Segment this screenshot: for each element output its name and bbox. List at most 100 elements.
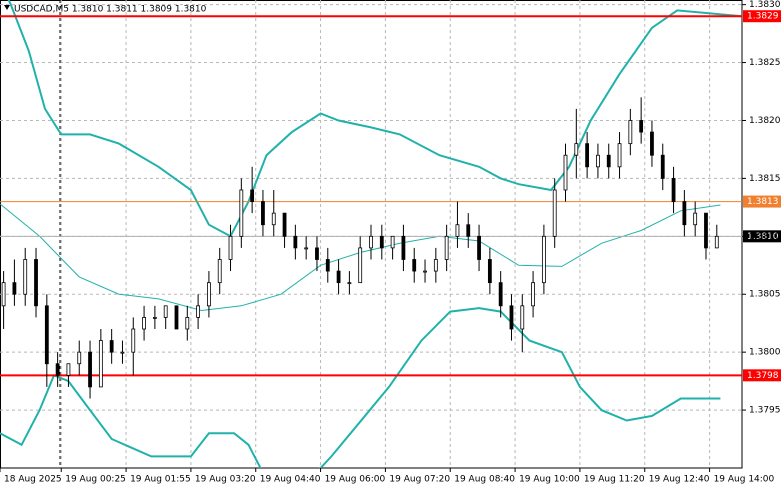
candle-body xyxy=(55,363,60,376)
candle-body xyxy=(163,305,168,318)
x-tick-label: 19 Aug 10:00 xyxy=(519,475,580,485)
candle-body xyxy=(282,212,287,237)
candle-body xyxy=(109,340,114,353)
candle-body xyxy=(271,212,276,226)
candle-body xyxy=(509,305,514,330)
x-tick-label: 19 Aug 00:25 xyxy=(65,475,126,485)
candle-body xyxy=(336,270,341,284)
candle-body xyxy=(477,235,481,260)
level-label: 1.3810 xyxy=(747,232,779,242)
candle-body xyxy=(466,224,471,237)
candle-body xyxy=(239,189,244,237)
candle-body xyxy=(44,305,49,365)
candle-body xyxy=(552,189,557,237)
levels: 1.3829 1.3813 1.3798 1.3810 xyxy=(0,10,781,382)
candle-body xyxy=(650,131,654,156)
candle-body xyxy=(390,235,395,249)
candle-body xyxy=(379,235,384,249)
candle-body xyxy=(131,328,136,353)
level-label-bg xyxy=(743,10,781,23)
candle-body xyxy=(455,224,460,237)
x-tick-label: 19 Aug 04:40 xyxy=(260,475,321,485)
candle-body xyxy=(77,351,82,365)
candle-body xyxy=(596,154,600,168)
level-label: 1.3798 xyxy=(747,371,779,381)
candle-body xyxy=(315,247,319,260)
candle-body xyxy=(639,120,644,133)
candle-body xyxy=(358,247,363,284)
candle-body xyxy=(217,259,222,284)
candle-body xyxy=(34,259,38,307)
candle-body xyxy=(185,317,190,330)
candle-body xyxy=(23,259,28,295)
candle-body xyxy=(174,305,179,330)
x-tick-label: 19 Aug 06:00 xyxy=(325,475,386,485)
y-tick-label: 1.3825 xyxy=(749,58,781,68)
candle-body xyxy=(412,259,417,272)
candle-body xyxy=(606,154,611,168)
y-tick-label: 1.3830 xyxy=(749,0,781,10)
candle-body xyxy=(152,317,157,319)
candle-body xyxy=(88,351,92,388)
level-label-bg xyxy=(743,369,781,382)
candle-body xyxy=(704,212,708,249)
candle-body xyxy=(541,235,546,284)
candle-body xyxy=(585,143,590,168)
candle-body xyxy=(401,235,406,260)
candle-body xyxy=(693,212,698,226)
candle-body xyxy=(444,235,449,260)
y-tick-label: 1.3810 xyxy=(749,232,781,242)
grid xyxy=(0,0,742,468)
x-tick-label: 19 Aug 07:20 xyxy=(389,475,450,485)
level-label: 1.3829 xyxy=(747,12,779,22)
x-tick-label: 18 Aug 2025 xyxy=(4,475,62,485)
candle-body xyxy=(682,201,687,226)
candle-body xyxy=(261,201,265,226)
level-label-bg xyxy=(743,195,781,208)
candle-body xyxy=(423,270,427,273)
band-line xyxy=(0,307,721,468)
candle-body xyxy=(563,154,568,191)
candle-body xyxy=(196,305,201,318)
candle-body xyxy=(304,247,309,250)
candle-body xyxy=(487,259,492,284)
x-tick-label: 19 Aug 12:40 xyxy=(649,475,710,485)
candle-body xyxy=(120,351,125,354)
candle-body xyxy=(98,340,103,388)
candle-body xyxy=(671,177,676,202)
y-tick-label: 1.3820 xyxy=(749,116,781,126)
candle-body xyxy=(498,282,503,307)
y-tick-label: 1.3815 xyxy=(749,174,781,184)
candle-body xyxy=(293,235,298,249)
candle-body xyxy=(433,259,438,272)
x-tick-label: 19 Aug 03:20 xyxy=(195,475,256,485)
candle-body xyxy=(250,189,255,202)
candles xyxy=(1,97,719,399)
level-label-bg xyxy=(743,230,781,243)
x-tick-label: 19 Aug 14:00 xyxy=(714,475,775,485)
candle-body xyxy=(574,143,579,156)
candle-body xyxy=(617,143,622,168)
candle-body xyxy=(12,282,17,295)
candle-body xyxy=(142,317,146,330)
candle-body xyxy=(520,305,525,330)
candle-body xyxy=(325,259,330,272)
candle-body xyxy=(369,235,373,249)
chart-title: USDCAD,M5 1.3810 1.3811 1.3809 1.3810 xyxy=(14,5,207,15)
candle-body xyxy=(207,282,211,307)
menu-arrow xyxy=(4,5,10,10)
x-tick-label: 19 Aug 08:40 xyxy=(454,475,515,485)
candle-body xyxy=(660,154,665,179)
candle-body xyxy=(228,235,233,260)
x-tick-label: 19 Aug 01:55 xyxy=(130,475,191,485)
candle-body xyxy=(628,120,633,145)
candle-body xyxy=(531,282,535,307)
level-label: 1.3813 xyxy=(747,197,779,207)
candle-body xyxy=(347,282,352,285)
y-tick-label: 1.3795 xyxy=(749,406,781,416)
y-tick-label: 1.3800 xyxy=(749,348,781,358)
candle-body xyxy=(714,235,719,249)
y-tick-label: 1.3805 xyxy=(749,290,781,300)
